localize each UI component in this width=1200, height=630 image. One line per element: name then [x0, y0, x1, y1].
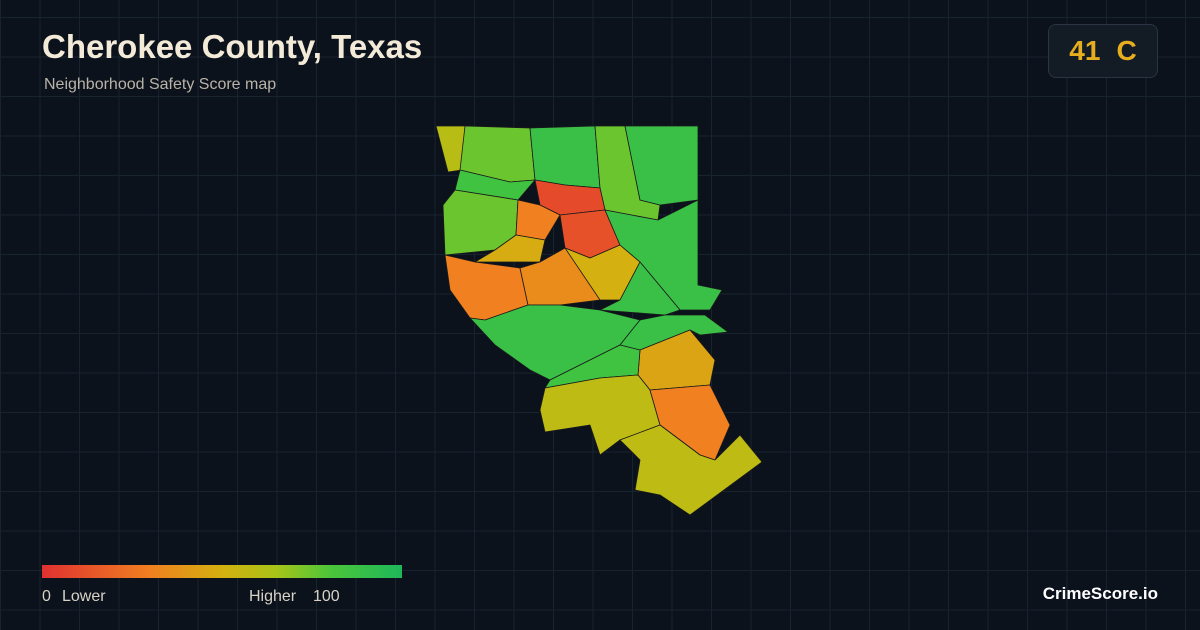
region: [604, 199, 723, 311]
score-badge: 41 C: [1048, 24, 1158, 78]
brand: CrimeScore.io: [1042, 584, 1158, 603]
grade: C: [1116, 35, 1137, 66]
region: [454, 169, 536, 201]
region: [474, 234, 546, 263]
region: [529, 125, 601, 189]
region: [619, 424, 763, 516]
legend-bar: [42, 565, 402, 578]
legend-max: 100: [313, 588, 340, 605]
region: [515, 199, 561, 241]
region: [599, 261, 681, 316]
title: Cherokee County, Texas: [42, 28, 423, 65]
legend-min-label: Lower: [62, 588, 106, 605]
region: [624, 125, 699, 206]
legend-max-label: Higher: [249, 588, 297, 605]
legend-gradient: [42, 565, 402, 578]
legend-min: 0: [42, 588, 51, 605]
score: 41: [1069, 35, 1101, 66]
subtitle: Neighborhood Safety Score map: [44, 76, 277, 93]
